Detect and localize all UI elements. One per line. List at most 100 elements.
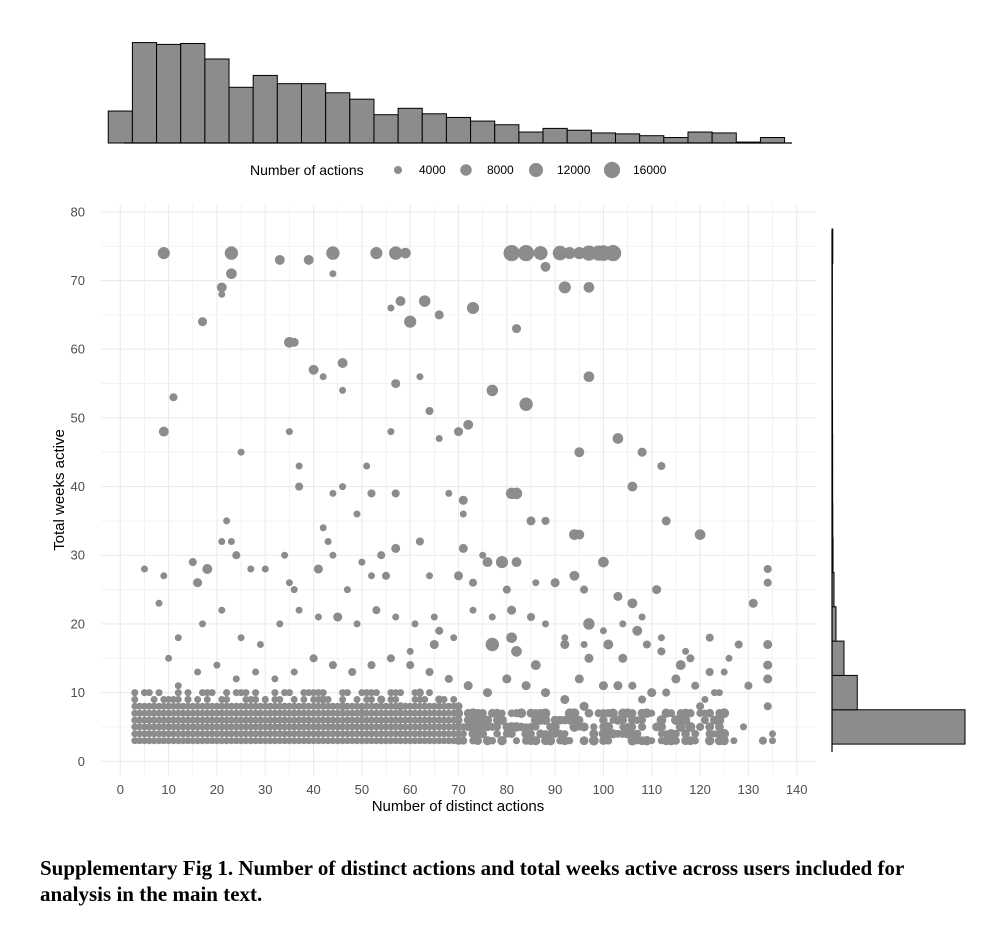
scatter-point [199, 723, 206, 731]
scatter-point [583, 371, 595, 383]
scatter-point [400, 247, 411, 259]
scatter-point [377, 696, 385, 703]
scatter-point [281, 551, 289, 559]
top-histogram-bar [276, 83, 302, 144]
scatter-point [406, 647, 414, 655]
scatter-point [199, 737, 206, 745]
legend-key-circle [529, 163, 543, 177]
legend-entry-label: 16000 [633, 163, 667, 177]
scatter-point [247, 696, 255, 703]
scatter-point [638, 722, 647, 731]
scatter-point [435, 737, 443, 745]
scatter-point [526, 612, 536, 622]
scatter-point [445, 702, 453, 710]
scatter-point [382, 709, 390, 717]
top-histogram-bar [470, 120, 496, 144]
scatter-point [445, 716, 453, 724]
scatter-point [719, 708, 730, 719]
scatter-points [131, 245, 776, 746]
scatter-point [696, 722, 705, 731]
scatter-point [715, 689, 723, 697]
scatter-point [511, 557, 522, 568]
scatter-point [223, 517, 231, 525]
scatter-point [184, 702, 192, 710]
scatter-point [300, 696, 308, 703]
scatter-point [358, 737, 366, 745]
scatter-point [184, 737, 192, 745]
scatter-point [769, 730, 776, 738]
scatter-point [368, 716, 375, 724]
scatter-point [656, 715, 667, 725]
scatter-point [141, 689, 148, 697]
scatter-point [145, 737, 153, 745]
scatter-point [329, 702, 337, 710]
scatter-point [242, 723, 250, 731]
scatter-point [397, 716, 404, 724]
scatter-point [165, 696, 173, 703]
scatter-point [237, 723, 245, 731]
scatter-point [223, 702, 231, 710]
scatter-point [179, 730, 187, 738]
scatter-point [194, 737, 202, 745]
scatter-point [691, 729, 700, 738]
scatter-point [223, 723, 231, 731]
scatter-point [363, 737, 371, 745]
scatter-point [334, 716, 342, 724]
top-histogram-bar [325, 92, 351, 144]
scatter-point [429, 639, 439, 650]
scatter-point [295, 462, 303, 470]
scatter-point [261, 737, 269, 745]
scatter-point [160, 737, 168, 745]
scatter-point [213, 716, 221, 724]
scatter-point [430, 716, 438, 724]
scatter-point [266, 716, 274, 724]
scatter-point [372, 730, 380, 738]
scatter-point [174, 696, 182, 703]
x-tick-label: 120 [689, 782, 711, 797]
scatter-point [271, 730, 279, 738]
x-tick-label: 80 [500, 782, 514, 797]
scatter-point [189, 730, 197, 738]
scatter-point [671, 729, 680, 738]
scatter-point [295, 482, 304, 491]
scatter-point [305, 702, 313, 710]
scatter-point [377, 723, 385, 731]
scatter-point [285, 579, 293, 587]
scatter-point [343, 737, 351, 745]
scatter-point [329, 270, 337, 278]
scatter-point [271, 689, 279, 697]
scatter-point [194, 716, 202, 724]
scatter-point [763, 639, 773, 650]
scatter-point [193, 578, 203, 588]
scatter-point [343, 689, 351, 697]
scatter-point [285, 723, 293, 731]
scatter-point [324, 737, 332, 745]
scatter-point [445, 737, 453, 745]
scatter-point [271, 696, 279, 703]
scatter-point [189, 723, 197, 731]
top-histogram-bar [204, 58, 230, 144]
scatter-point [594, 709, 603, 718]
scatter-point [329, 551, 337, 559]
scatter-point [136, 737, 144, 745]
scatter-point [426, 716, 433, 724]
scatter-point [165, 702, 173, 710]
scatter-point [416, 709, 424, 717]
scatter-point [285, 702, 293, 710]
scatter-point [266, 709, 274, 717]
scatter-point [458, 543, 468, 553]
scatter-point [397, 709, 404, 717]
scatter-point [213, 737, 221, 745]
scatter-point [131, 730, 139, 738]
scatter-point [237, 702, 245, 710]
top-histogram-bar [228, 86, 254, 144]
scatter-point [518, 245, 535, 262]
top-histogram-bar [445, 116, 472, 144]
scatter-point [680, 715, 691, 725]
scatter-point [387, 730, 395, 738]
scatter-point [157, 247, 170, 260]
scatter-point [300, 723, 308, 731]
scatter-point [415, 537, 424, 546]
scatter-point [503, 245, 520, 262]
scatter-point [584, 708, 594, 718]
